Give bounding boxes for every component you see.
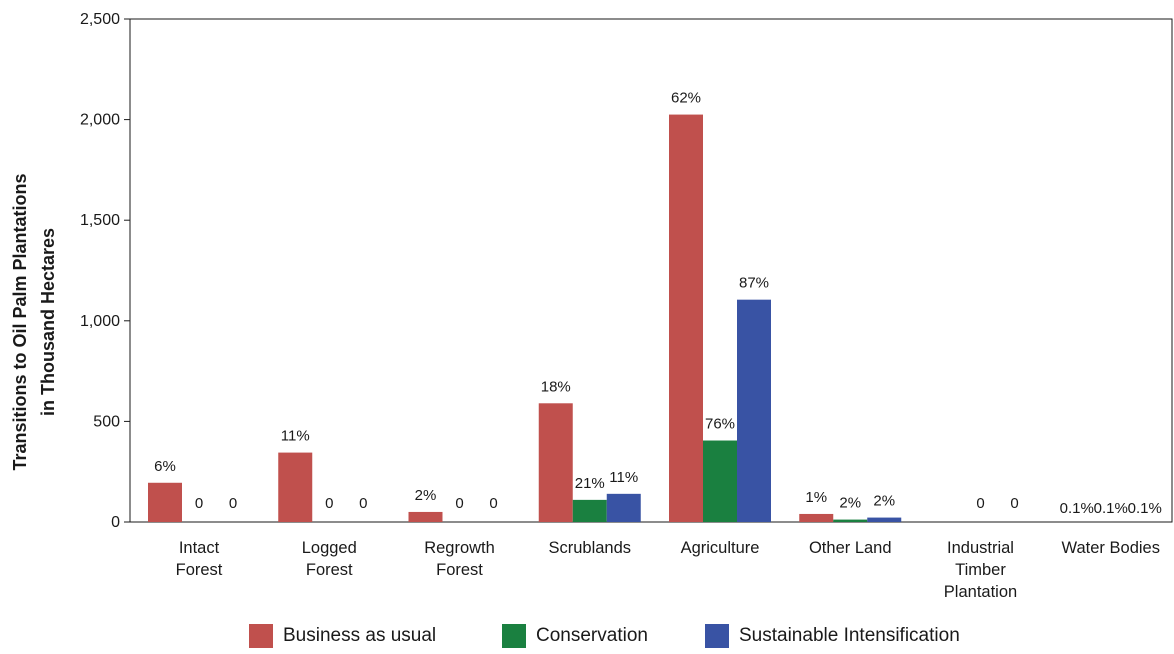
- legend-label: Business as usual: [283, 625, 437, 646]
- x-tick-label: Agriculture: [681, 539, 760, 557]
- x-tick-label: Intact: [179, 539, 220, 557]
- data-label-conservation-intact-forest: 0: [195, 495, 203, 512]
- data-label-sustainable-intensification-agriculture: 87%: [739, 275, 769, 292]
- data-label-sustainable-intensification-logged-forest: 0: [359, 495, 367, 512]
- data-labels: 6%0 011%0 0 2% 0 018%21% 11%62%76%87%1% 2% 2% 0 0 0…: [154, 90, 1162, 517]
- legend-item-conservation: Conservation: [502, 622, 648, 650]
- data-label-business-as-usual-other-land: 1%: [805, 489, 827, 506]
- bars: [148, 114, 902, 522]
- y-axis: 0 500 1,000 1,500 2,000 2,500: [80, 11, 130, 531]
- legend-swatch-conservation: [502, 624, 526, 648]
- x-tick-label: Forest: [176, 561, 223, 579]
- legend-label: Sustainable Intensification: [739, 625, 960, 646]
- legend-label: Conservation: [536, 625, 648, 646]
- x-tick-label: Industrial: [947, 539, 1014, 557]
- data-label-business-as-usual-logged-forest: 11%: [281, 428, 310, 445]
- data-label-conservation-other-land: 2%: [839, 495, 861, 512]
- legend-item-business-as-usual: Business as usual: [249, 622, 436, 650]
- bar-sustainable-intensification-other-land: [867, 517, 902, 522]
- data-label-conservation-agriculture: 76%: [705, 416, 735, 433]
- legend-swatch-business-as-usual: [249, 624, 273, 648]
- data-label-conservation-logged-forest: 0: [325, 495, 333, 512]
- x-tick-label: Scrublands: [548, 539, 631, 557]
- legend-item-sustainable-intensification: Sustainable Intensification: [705, 622, 960, 650]
- y-tick-label: 0: [111, 514, 120, 531]
- x-tick-label: Forest: [436, 561, 483, 579]
- data-label-sustainable-intensification-other-land: 2%: [873, 493, 895, 510]
- x-tick-label: Water Bodies: [1062, 539, 1160, 557]
- bar-business-as-usual-other-land: [799, 513, 834, 522]
- bar-sustainable-intensification-scrublands: [606, 493, 641, 522]
- data-label-sustainable-intensification-industrial-timber-plantation: 0: [1010, 495, 1018, 512]
- bar-business-as-usual-regrowth-forest: [408, 511, 443, 522]
- x-tick-label: Plantation: [944, 583, 1017, 601]
- y-axis-label-line-2: in Thousand Hectares: [38, 228, 58, 416]
- bar-conservation-scrublands: [572, 499, 607, 522]
- data-label-business-as-usual-scrublands: 18%: [541, 378, 571, 395]
- y-tick-label: 2,000: [80, 112, 120, 129]
- data-label-business-as-usual-regrowth-forest: 2%: [415, 487, 437, 504]
- data-label-sustainable-intensification-scrublands: 11%: [609, 469, 638, 486]
- x-axis: Intact Forest Logged Forest Regrowth Forest Sc…: [176, 539, 1160, 601]
- data-label-conservation-industrial-timber-plantation: 0: [976, 495, 984, 512]
- x-tick-label: Timber: [955, 561, 1006, 579]
- plot-border: [129, 18, 1173, 523]
- data-label-conservation-scrublands: 21%: [575, 475, 605, 492]
- chart: Transitions to Oil Palm Plantations in T…: [10, 11, 1173, 601]
- legend-swatch-sustainable-intensification: [705, 624, 729, 648]
- legend: Business as usual Conservation Sustainab…: [0, 622, 1174, 650]
- data-label-business-as-usual-water-bodies: 0.1%: [1060, 500, 1094, 517]
- bar-business-as-usual-intact-forest: [148, 482, 182, 522]
- y-tick-label: 1,000: [80, 313, 120, 330]
- y-axis-label-line-1: Transitions to Oil Palm Plantations: [10, 173, 30, 470]
- plot-area: [129, 18, 1173, 523]
- data-label-conservation-water-bodies: 0.1%: [1094, 500, 1128, 517]
- data-label-sustainable-intensification-regrowth-forest: 0: [489, 495, 497, 512]
- data-label-sustainable-intensification-water-bodies: 0.1%: [1128, 500, 1162, 517]
- y-tick-label: 1,500: [80, 212, 120, 229]
- bar-business-as-usual-scrublands: [538, 403, 573, 522]
- x-tick-label: Logged: [302, 539, 357, 557]
- bar-conservation-other-land: [833, 519, 868, 522]
- data-label-sustainable-intensification-intact-forest: 0: [229, 495, 237, 512]
- bar-sustainable-intensification-agriculture: [737, 299, 771, 522]
- bar-business-as-usual-logged-forest: [278, 452, 313, 522]
- x-tick-label: Forest: [306, 561, 353, 579]
- bar-business-as-usual-agriculture: [669, 114, 703, 522]
- data-label-business-as-usual-intact-forest: 6%: [154, 458, 176, 475]
- x-tick-label: Other Land: [809, 539, 892, 557]
- data-label-business-as-usual-agriculture: 62%: [671, 90, 701, 107]
- bar-conservation-agriculture: [703, 440, 737, 522]
- x-tick-label: Regrowth: [424, 539, 495, 557]
- y-tick-label: 500: [93, 413, 120, 430]
- y-tick-label: 2,500: [80, 11, 120, 28]
- data-label-conservation-regrowth-forest: 0: [455, 495, 463, 512]
